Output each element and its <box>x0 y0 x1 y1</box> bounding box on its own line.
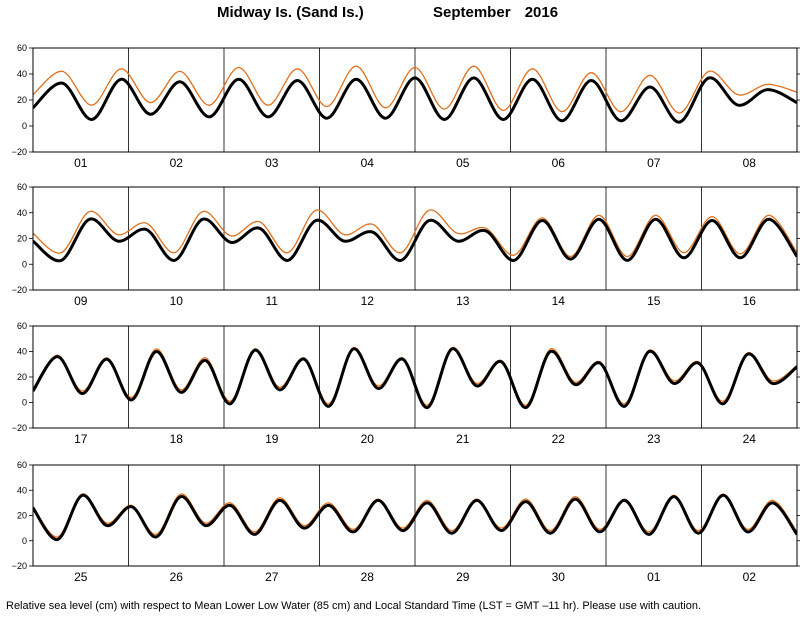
day-label: 23 <box>647 432 661 446</box>
day-label: 11 <box>266 294 279 308</box>
day-label: 02 <box>170 156 184 170</box>
panel-frame <box>32 186 798 291</box>
y-tick-label: 60 <box>17 43 27 53</box>
day-label: 05 <box>456 156 470 170</box>
y-tick-label: −20 <box>12 423 27 433</box>
month-label: September <box>433 4 511 21</box>
y-tick-label: 40 <box>17 69 27 79</box>
day-label: 28 <box>361 570 375 584</box>
observed-series <box>33 76 797 124</box>
y-tick-label: 0 <box>22 536 27 546</box>
day-label: 16 <box>743 294 757 308</box>
y-tick-label: 20 <box>17 511 27 521</box>
day-label: 29 <box>456 570 470 584</box>
day-label: 26 <box>170 570 184 584</box>
panel-2: −20 0 20 40 60 09 10 11 12 13 14 15 16 <box>12 182 800 308</box>
panel-frame <box>32 47 798 153</box>
predicted-series <box>33 209 797 258</box>
observed-series <box>33 493 797 541</box>
day-label: 30 <box>552 570 566 584</box>
day-label: 22 <box>552 432 566 446</box>
day-label: 17 <box>74 432 88 446</box>
month-year-title: September 2016 <box>433 4 558 21</box>
day-label: 08 <box>743 156 757 170</box>
y-tick-label: 60 <box>17 460 27 470</box>
panel-3: −20 0 20 40 60 17 18 19 20 21 22 23 24 <box>12 321 800 446</box>
panel-frame <box>32 325 798 429</box>
panel-1: −20 0 20 40 60 01 02 03 04 05 06 07 08 <box>12 43 800 170</box>
day-label: 27 <box>265 570 279 584</box>
y-tick-label: 20 <box>17 372 27 382</box>
day-label: 07 <box>647 156 661 170</box>
day-label: 02 <box>743 570 757 584</box>
day-label: 20 <box>361 432 375 446</box>
y-tick-label: 60 <box>17 321 27 331</box>
y-tick-label: 60 <box>17 182 27 192</box>
day-label: 19 <box>265 432 279 446</box>
y-tick-label: 0 <box>22 259 27 269</box>
y-tick-label: −20 <box>12 147 27 157</box>
footer-note: Relative sea level (cm) with respect to … <box>6 600 702 612</box>
day-label: 25 <box>74 570 88 584</box>
predicted-series <box>33 65 797 114</box>
day-label: 01 <box>647 570 661 584</box>
y-tick-label: 0 <box>22 121 27 131</box>
day-label: 04 <box>361 156 375 170</box>
day-label: 15 <box>647 294 661 308</box>
day-label: 06 <box>552 156 566 170</box>
station-title: Midway Is. (Sand Is.) <box>217 4 364 21</box>
day-label: 24 <box>743 432 757 446</box>
y-tick-label: 40 <box>17 485 27 495</box>
y-tick-label: −20 <box>12 561 27 571</box>
year-label: 2016 <box>524 4 559 21</box>
observed-series <box>33 217 797 263</box>
day-label: 21 <box>456 432 470 446</box>
panel-4: −20 0 20 40 60 25 26 27 28 29 30 01 02 <box>12 460 800 584</box>
day-label: 03 <box>265 156 279 170</box>
y-tick-label: 20 <box>17 234 27 244</box>
day-label: 18 <box>170 432 184 446</box>
y-tick-label: −20 <box>12 285 27 295</box>
day-label: 09 <box>74 294 88 308</box>
y-tick-label: 20 <box>17 95 27 105</box>
panel-frame <box>32 464 798 567</box>
day-label: 12 <box>361 294 375 308</box>
y-tick-label: 40 <box>17 208 27 218</box>
day-label: 01 <box>74 156 88 170</box>
day-label: 13 <box>456 294 470 308</box>
observed-series <box>33 347 797 410</box>
day-label: 14 <box>552 294 566 308</box>
y-tick-label: 0 <box>22 398 27 408</box>
y-tick-label: 40 <box>17 347 27 357</box>
day-label: 10 <box>170 294 184 308</box>
